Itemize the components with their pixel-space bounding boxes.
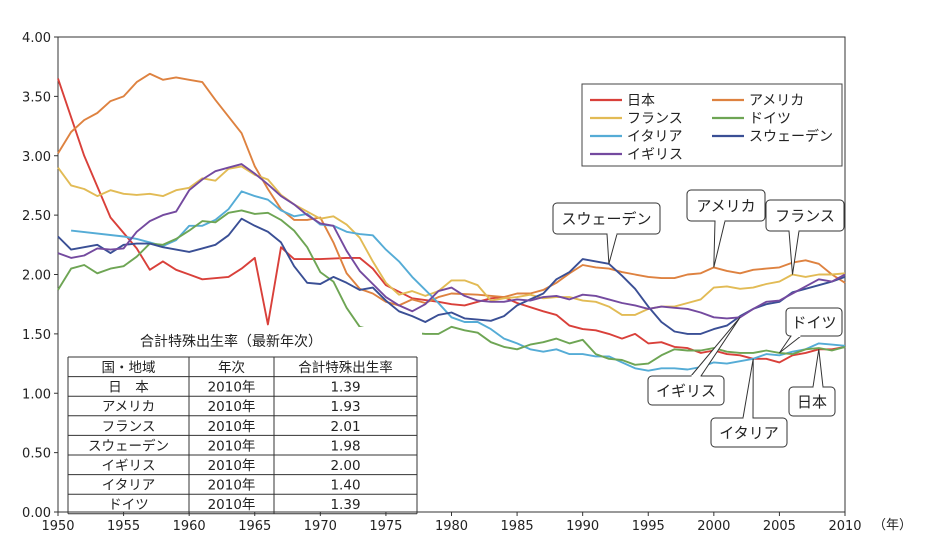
table-cell: 1.39 [330, 497, 360, 513]
x-tick-label: 1995 [632, 519, 665, 534]
legend-label-日本: 日本 [627, 93, 655, 109]
legend-label-イギリス: イギリス [627, 147, 683, 163]
series-line-スウェーデン [57, 217, 846, 335]
table-cell: 1.40 [330, 478, 360, 494]
table-header-cell: 年次 [218, 360, 245, 376]
x-tick-label: 1955 [107, 519, 140, 534]
legend-label-ドイツ: ドイツ [749, 111, 791, 127]
table-header-cell: 合計特殊出生率 [298, 359, 393, 376]
callout-label-イタリア: イタリア [719, 424, 778, 442]
legend-label-フランス: フランス [627, 111, 683, 127]
x-axis-label: （年） [873, 518, 912, 533]
callout-pointer-日本 [812, 349, 824, 388]
y-tick-label: 2.50 [22, 209, 51, 224]
table-cell: 2010年 [208, 419, 256, 435]
legend-label-イタリア: イタリア [627, 129, 682, 145]
callout-box-フランス [765, 199, 845, 232]
table-cell: 2010年 [208, 478, 256, 494]
x-tick-label: 1990 [566, 519, 599, 534]
y-tick-label: 3.00 [22, 150, 51, 165]
axes: 0.00 0.50 1.00 1.50 2.00 2.50 3.00 3.50 4.00 1950… [22, 31, 912, 534]
legend-label-スウェーデン: スウェーデン [749, 128, 833, 145]
x-tick-label: 1950 [41, 519, 74, 534]
table-cell: 1.98 [330, 438, 360, 454]
callout-box-日本 [788, 386, 836, 417]
table-cell: 2.01 [330, 419, 360, 435]
x-tick-label: 2005 [763, 519, 796, 534]
table-backdrop [62, 327, 422, 511]
callout-pointer-ドイツ [778, 335, 802, 354]
table-cell: イタリア [102, 478, 155, 494]
x-tick-label: 1965 [238, 519, 271, 534]
table-cell: ドイツ [108, 497, 149, 513]
y-tick-label: 1.00 [22, 387, 51, 402]
series-lines [57, 72, 846, 372]
series-line-イタリア [70, 190, 846, 372]
x-tick-label: 1985 [501, 519, 534, 534]
callout-label-アメリカ: アメリカ [696, 197, 755, 215]
x-tick-label: 1970 [304, 519, 337, 534]
x-tick-label: 1980 [435, 519, 468, 534]
callout-pointer-アメリカ [713, 220, 726, 268]
table-cell: アメリカ [102, 399, 155, 415]
callout-box-アメリカ [686, 189, 766, 222]
x-tick-label: 2010 [828, 519, 861, 534]
callout-label-スウェーデン: スウェーデン [561, 210, 651, 228]
table-cell: 2010年 [208, 399, 256, 415]
callout-pointer-イギリス [690, 316, 741, 377]
table-header-cell: 国・地域 [102, 360, 156, 376]
table-title: 合計特殊出生率（最新年次） [140, 333, 322, 350]
callout-pointer-イタリア [742, 358, 754, 419]
y-tick-label: 3.50 [22, 90, 51, 105]
x-tick-label: 1975 [369, 519, 402, 534]
table-cell: 2.00 [330, 458, 360, 474]
callout-box-スウェーデン [552, 202, 661, 235]
series-line-アメリカ [57, 72, 846, 307]
callout-label-イギリス: イギリス [656, 382, 716, 400]
y-tick-label: 4.00 [22, 31, 51, 46]
series-line-イギリス [57, 163, 846, 320]
y-tick-label: 0.00 [22, 506, 51, 521]
callout-label-ドイツ: ドイツ [791, 314, 836, 332]
legend-box [581, 83, 843, 167]
table-cell: 日 本 [108, 380, 149, 396]
table-cell: 2010年 [208, 458, 256, 474]
y-tick-label: 2.00 [22, 269, 51, 284]
table-cell: 2010年 [208, 438, 256, 454]
x-tick-label: 1960 [173, 519, 206, 534]
series-line-フランス [57, 165, 846, 316]
table-cell: スウェーデン [88, 437, 169, 454]
table-cell: 1.93 [330, 399, 360, 415]
callout-box-ドイツ [785, 307, 843, 337]
table-cell: 2010年 [208, 497, 256, 513]
table-cell: イギリス [102, 458, 156, 474]
table-cell: 1.39 [330, 380, 360, 396]
table-cell: フランス [102, 419, 156, 435]
legend-label-アメリカ: アメリカ [749, 93, 804, 109]
x-tick-label: 2000 [697, 519, 730, 534]
callout-label-日本: 日本 [797, 393, 827, 411]
y-tick-label: 0.50 [22, 447, 51, 462]
callout-pointer-スウェーデン [606, 233, 618, 264]
callout-pointer-フランス [788, 230, 800, 275]
callout-box-イギリス [647, 375, 725, 406]
series-line-日本 [57, 78, 846, 364]
table-cell: 2010年 [208, 380, 256, 396]
y-tick-label: 1.50 [22, 328, 51, 343]
callout-label-フランス: フランス [775, 207, 835, 225]
